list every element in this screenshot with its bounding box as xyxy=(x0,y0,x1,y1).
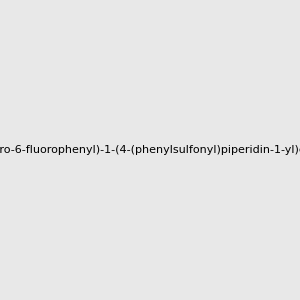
Text: 2-(2-Chloro-6-fluorophenyl)-1-(4-(phenylsulfonyl)piperidin-1-yl)ethanone: 2-(2-Chloro-6-fluorophenyl)-1-(4-(phenyl… xyxy=(0,145,300,155)
